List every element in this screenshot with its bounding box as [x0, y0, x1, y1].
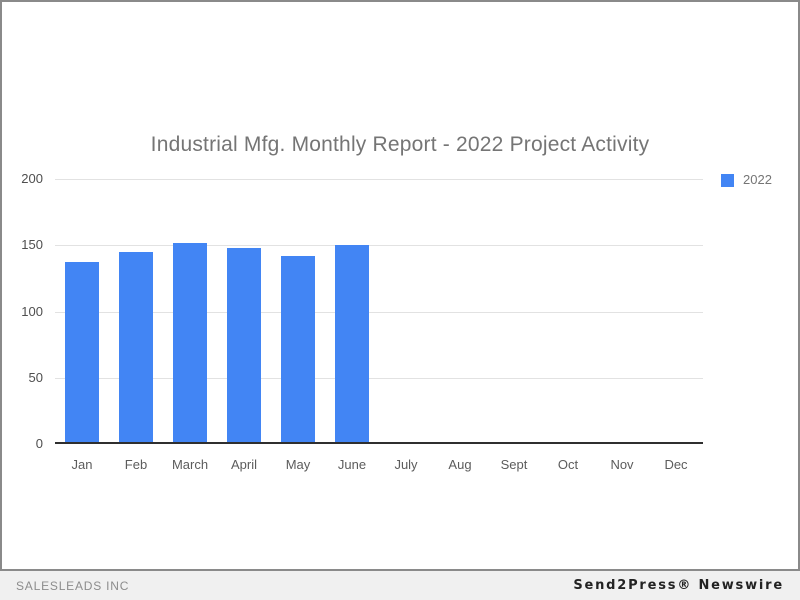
- x-tick-label-july: July: [394, 457, 418, 472]
- x-tick-label-feb: Feb: [124, 457, 148, 472]
- gridline-50: [55, 377, 703, 379]
- chart-bar-june: [335, 245, 369, 444]
- chart-bar-jan: [65, 262, 99, 444]
- gridline-150: [55, 245, 703, 247]
- y-tick-label-200: 200: [21, 171, 43, 186]
- gridline-100: [55, 311, 703, 313]
- chart-title: Industrial Mfg. Monthly Report - 2022 Pr…: [150, 133, 650, 156]
- y-tick-label-0: 0: [35, 436, 43, 451]
- legend: 2022: [721, 173, 772, 187]
- x-tick-label-aug: Aug: [448, 457, 472, 472]
- x-tick-label-jan: Jan: [71, 457, 93, 472]
- chart-bar-may: [281, 255, 315, 444]
- x-tick-label-june: June: [337, 457, 367, 472]
- y-tick-label-100: 100: [21, 303, 43, 319]
- x-tick-label-may: May: [285, 457, 311, 472]
- plot-area: 0 50 100 150 200 Jan Feb March April May June July A…: [21, 171, 703, 472]
- y-tick-label-50: 50: [28, 369, 43, 385]
- chart-card: Industrial Mfg. Monthly Report - 2022 Pr…: [0, 0, 800, 571]
- footer-newswire-credit: Send2Press® Newswire: [573, 578, 784, 593]
- chart-bar-feb: [119, 251, 153, 444]
- y-tick-label-150: 150: [21, 237, 43, 253]
- gridline-200: [55, 179, 703, 180]
- chart-bar-april: [227, 247, 261, 444]
- legend-swatch-icon: [721, 173, 734, 187]
- x-tick-label-dec: Dec: [664, 457, 688, 472]
- footer-bar: SALESLEADS INC Send2Press® Newswire: [0, 571, 800, 600]
- x-axis-line: [55, 442, 703, 444]
- x-tick-label-march: March: [171, 457, 209, 472]
- x-tick-label-nov: Nov: [610, 457, 634, 472]
- footer-company-name: SALESLEADS INC: [16, 578, 130, 593]
- x-tick-label-sept: Sept: [500, 457, 528, 472]
- chart-bar-march: [173, 242, 207, 444]
- x-tick-label-april: April: [230, 457, 257, 472]
- legend-label: 2022: [743, 172, 772, 187]
- x-tick-label-oct: Oct: [557, 457, 579, 472]
